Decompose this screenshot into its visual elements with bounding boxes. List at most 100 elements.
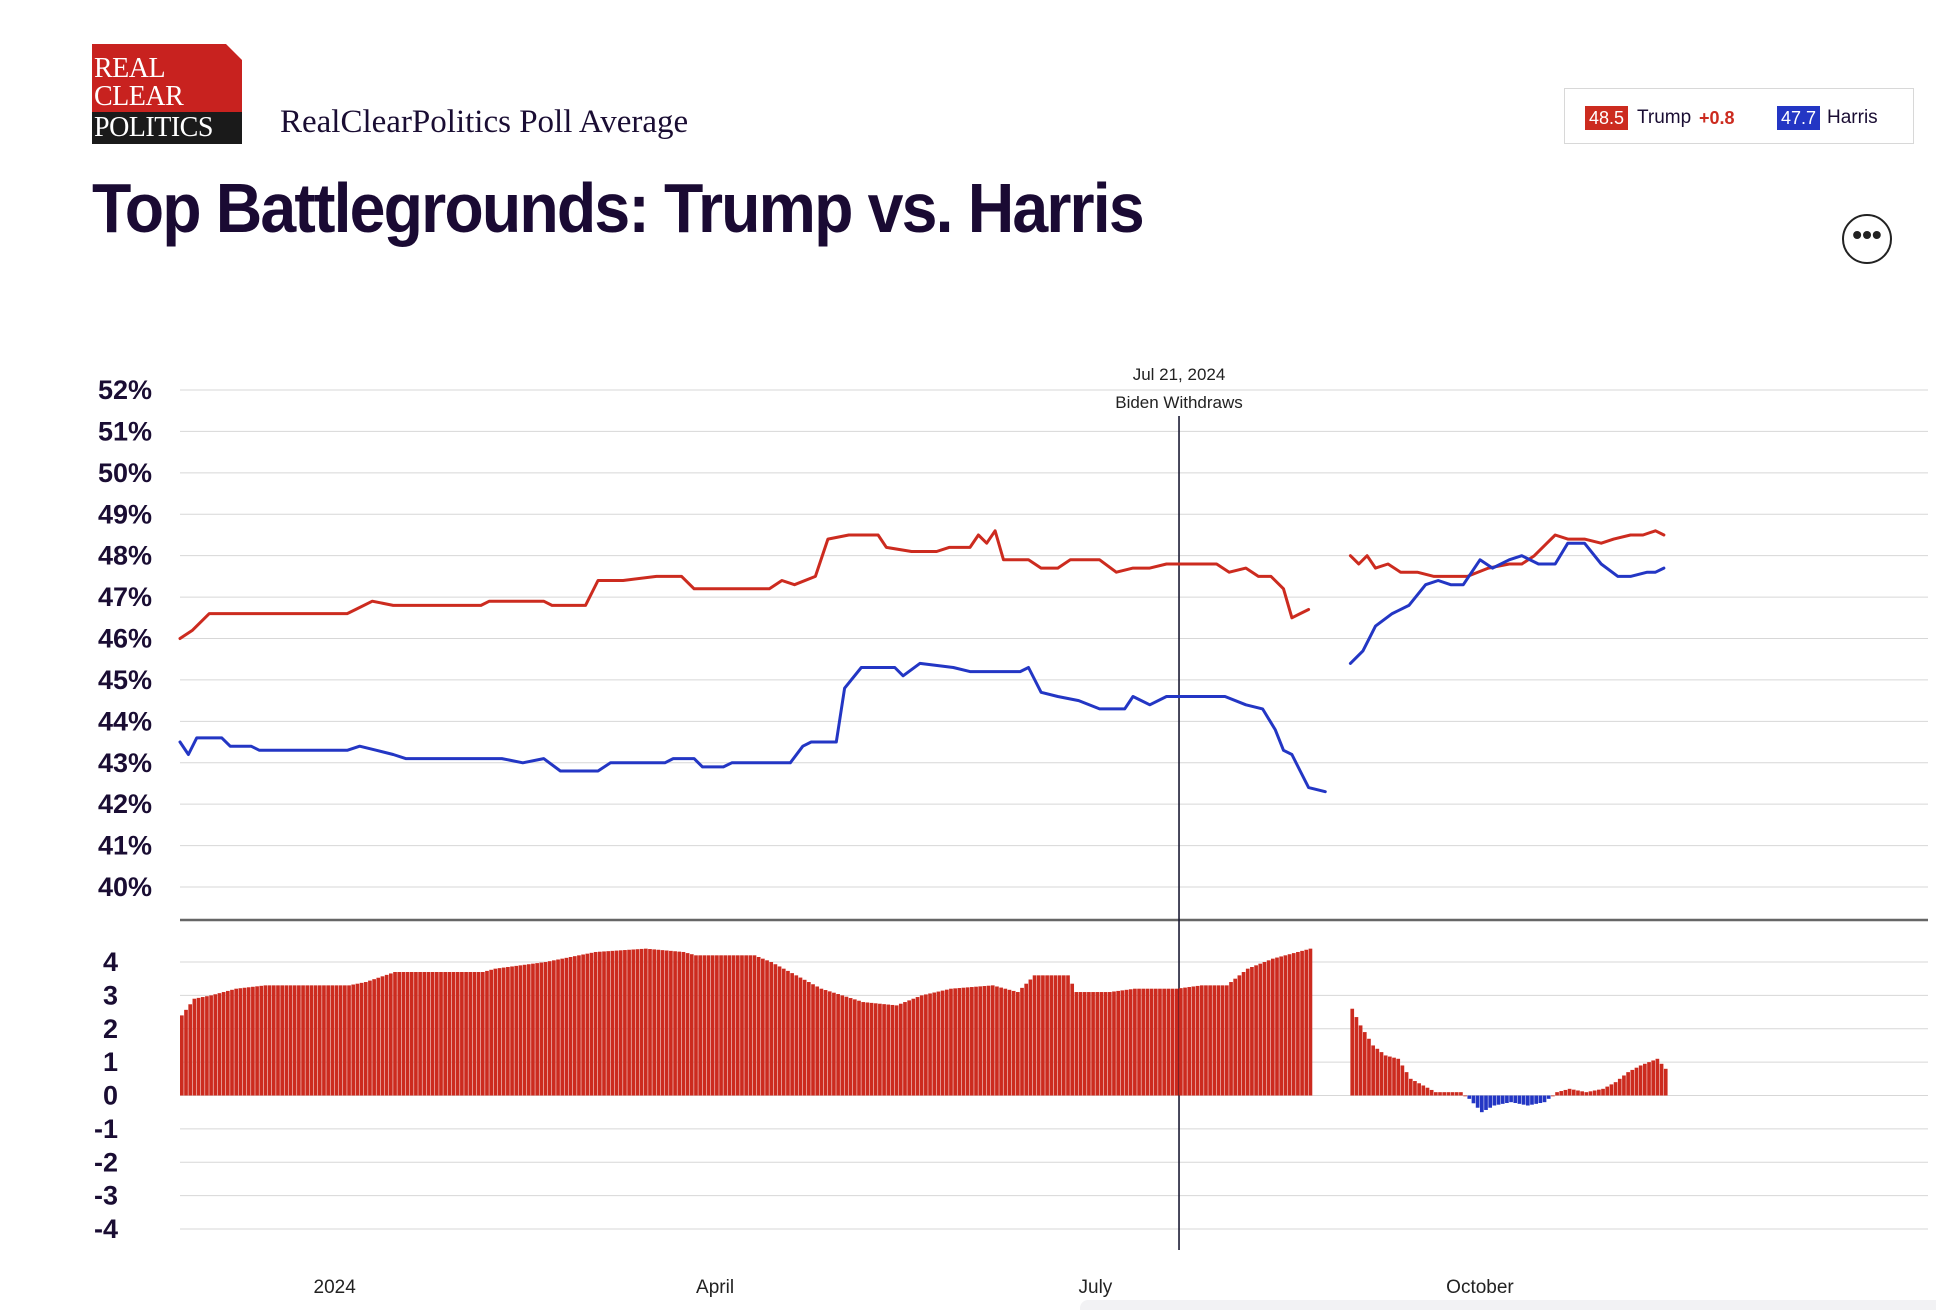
lead-bar-1-71: [476, 972, 481, 1096]
y-tick-label: 4: [103, 947, 118, 977]
lead-bar-1-148: [798, 977, 803, 1096]
lead-bar-1-213: [1070, 983, 1075, 1096]
lead-bar-1-225: [1120, 990, 1125, 1096]
lead-bar-2-313: [1488, 1095, 1493, 1108]
lead-bar-1-31: [309, 985, 314, 1096]
lead-bar-1-253: [1237, 975, 1242, 1096]
more-options-button[interactable]: •••: [1842, 214, 1892, 264]
lead-bar-1-9: [217, 993, 222, 1096]
y-tick-label: 40%: [98, 872, 152, 902]
lead-bar-1-65: [451, 972, 456, 1096]
x-tick-label: 2024: [314, 1277, 357, 1298]
lead-bar-1-28: [297, 985, 301, 1096]
lead-bar-1-147: [794, 975, 799, 1096]
lead-bar-2-334: [1576, 1090, 1580, 1096]
lead-bar-1-34: [322, 985, 326, 1096]
lead-bar-1-117: [669, 950, 673, 1096]
lead-bar-2-329: [1555, 1092, 1559, 1096]
lead-bar-1-66: [455, 972, 460, 1096]
lead-bar-1-18: [255, 986, 259, 1096]
y-tick-label: 45%: [98, 665, 152, 695]
lead-bar-1-21: [267, 985, 272, 1096]
lead-bar-1-14: [238, 988, 243, 1096]
lead-bar-2-282: [1358, 1025, 1363, 1096]
lead-bar-1-108: [631, 949, 636, 1096]
lead-bar-2-323: [1530, 1095, 1534, 1105]
lead-bar-1-263: [1279, 956, 1284, 1096]
lead-bar-1-138: [756, 956, 761, 1096]
lead-bar-2-285: [1371, 1045, 1375, 1096]
lead-bar-1-176: [915, 997, 920, 1096]
lead-bar-1-112: [648, 949, 652, 1096]
lead-bar-1-134: [740, 955, 744, 1096]
lead-bar-1-30: [305, 985, 310, 1096]
lead-bar-2-335: [1580, 1091, 1584, 1096]
lead-bar-1-132: [731, 955, 736, 1096]
annotation-date: Jul 21, 2024: [1133, 365, 1226, 384]
lead-bar-1-85: [535, 963, 539, 1096]
lead-bar-1-2: [188, 1004, 193, 1096]
lead-bar-1-102: [606, 951, 611, 1096]
lead-bar-1-205: [1036, 975, 1041, 1096]
lead-bar-1-185: [953, 988, 957, 1096]
lead-bar-1-77: [501, 967, 506, 1096]
lead-bar-1-145: [786, 970, 790, 1096]
lead-bar-1-46: [372, 979, 376, 1096]
lead-bar-1-1: [184, 1009, 188, 1096]
lead-bar-1-116: [664, 950, 669, 1096]
lead-bar-1-60: [430, 972, 435, 1096]
lead-bar-1-201: [1020, 987, 1024, 1096]
lead-bar-1-36: [330, 985, 335, 1096]
lead-bar-1-260: [1266, 960, 1271, 1096]
lead-bar-1-247: [1212, 985, 1217, 1096]
harris-legend-label: Harris: [1827, 107, 1878, 128]
lead-bar-1-142: [773, 964, 778, 1096]
lead-bar-1-78: [506, 967, 510, 1096]
lead-bar-1-123: [694, 955, 698, 1096]
lead-bar-2-310: [1475, 1095, 1480, 1108]
lead-bar-1-199: [1011, 990, 1016, 1096]
lead-bar-1-210: [1057, 975, 1062, 1096]
lead-bar-1-219: [1095, 992, 1100, 1096]
lead-bar-1-113: [652, 949, 657, 1096]
lead-bar-2-330: [1559, 1091, 1564, 1096]
lead-bar-1-97: [585, 953, 590, 1096]
lead-bar-2-301: [1438, 1092, 1442, 1096]
lead-bar-2-341: [1605, 1086, 1610, 1096]
lead-bar-1-250: [1225, 985, 1229, 1096]
lead-bar-1-214: [1074, 992, 1079, 1096]
lead-bar-2-328: [1551, 1095, 1555, 1097]
lead-bar-1-25: [284, 985, 289, 1096]
lead-bar-1-196: [999, 987, 1003, 1096]
lead-bar-2-347: [1630, 1069, 1635, 1096]
lead-bar-1-192: [982, 986, 987, 1096]
lead-bar-1-212: [1066, 975, 1070, 1096]
lead-bar-1-106: [623, 950, 627, 1096]
lead-bar-1-114: [656, 949, 661, 1096]
lead-bar-2-305: [1454, 1092, 1459, 1096]
lead-bar-1-146: [790, 973, 794, 1096]
lead-bar-1-121: [685, 953, 690, 1096]
lead-bar-1-254: [1241, 972, 1246, 1096]
lead-bar-1-80: [514, 965, 519, 1096]
lead-bar-1-246: [1208, 985, 1212, 1096]
lead-bar-1-257: [1254, 965, 1258, 1096]
y-tick-label: 49%: [98, 499, 152, 529]
lead-bar-1-16: [246, 987, 251, 1096]
lead-bar-1-20: [263, 985, 268, 1096]
lead-bar-2-298: [1425, 1087, 1430, 1096]
lead-bar-1-12: [230, 989, 234, 1096]
lead-bar-1-179: [928, 993, 932, 1096]
lead-bar-1-153: [819, 988, 824, 1096]
lead-bar-1-15: [242, 987, 247, 1096]
lead-bar-1-92: [564, 957, 569, 1096]
lead-bar-2-315: [1496, 1095, 1501, 1105]
y-tick-label: 2: [103, 1014, 118, 1044]
lead-bar-2-304: [1450, 1092, 1455, 1096]
lead-bar-1-170: [890, 1004, 895, 1096]
lead-bar-1-243: [1195, 985, 1200, 1096]
lead-bar-1-64: [447, 972, 452, 1096]
rcp-logo[interactable]: REAL CLEAR POLITICS: [92, 44, 242, 144]
lead-bar-2-352: [1651, 1060, 1656, 1096]
lead-bar-1-240: [1183, 987, 1187, 1096]
